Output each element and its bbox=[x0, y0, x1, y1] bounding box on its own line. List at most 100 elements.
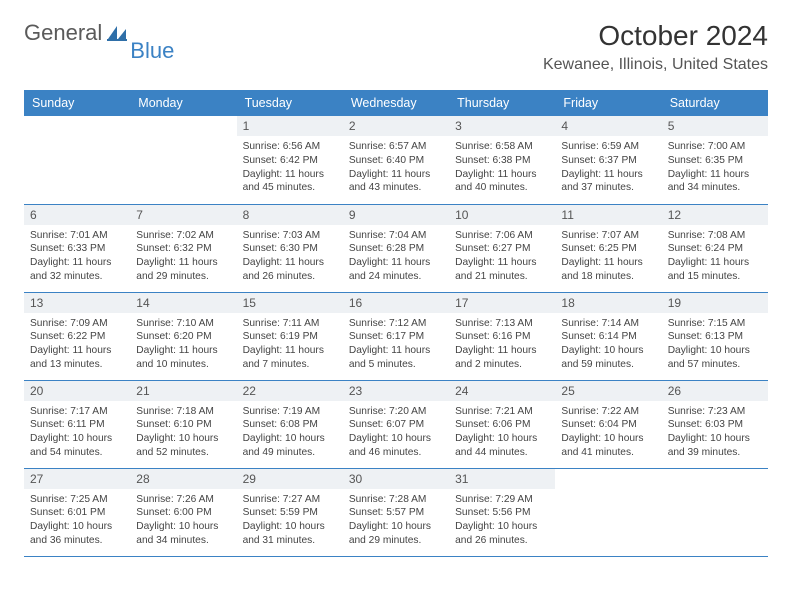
sunrise-line: Sunrise: 6:58 AM bbox=[455, 140, 549, 154]
calendar-cell: 4Sunrise: 6:59 AMSunset: 6:37 PMDaylight… bbox=[555, 116, 661, 204]
daylight-line: Daylight: 10 hours and 46 minutes. bbox=[349, 432, 443, 460]
day-body: Sunrise: 7:27 AMSunset: 5:59 PMDaylight:… bbox=[237, 489, 343, 552]
weekday-header: Monday bbox=[130, 90, 236, 116]
sunrise-line: Sunrise: 7:25 AM bbox=[30, 493, 124, 507]
daylight-line: Daylight: 10 hours and 59 minutes. bbox=[561, 344, 655, 372]
sunset-line: Sunset: 6:08 PM bbox=[243, 418, 337, 432]
calendar-cell-empty bbox=[24, 116, 130, 204]
sunset-line: Sunset: 6:16 PM bbox=[455, 330, 549, 344]
daylight-line: Daylight: 11 hours and 45 minutes. bbox=[243, 168, 337, 196]
daylight-line: Daylight: 11 hours and 34 minutes. bbox=[668, 168, 762, 196]
calendar-cell: 29Sunrise: 7:27 AMSunset: 5:59 PMDayligh… bbox=[237, 468, 343, 556]
sunrise-line: Sunrise: 7:11 AM bbox=[243, 317, 337, 331]
day-body: Sunrise: 7:11 AMSunset: 6:19 PMDaylight:… bbox=[237, 313, 343, 376]
sunrise-line: Sunrise: 7:13 AM bbox=[455, 317, 549, 331]
calendar-cell: 22Sunrise: 7:19 AMSunset: 6:08 PMDayligh… bbox=[237, 380, 343, 468]
day-body: Sunrise: 6:58 AMSunset: 6:38 PMDaylight:… bbox=[449, 136, 555, 199]
day-body: Sunrise: 7:14 AMSunset: 6:14 PMDaylight:… bbox=[555, 313, 661, 376]
sunrise-line: Sunrise: 6:59 AM bbox=[561, 140, 655, 154]
calendar-cell: 20Sunrise: 7:17 AMSunset: 6:11 PMDayligh… bbox=[24, 380, 130, 468]
sunset-line: Sunset: 6:27 PM bbox=[455, 242, 549, 256]
day-number: 29 bbox=[237, 469, 343, 489]
title-block: October 2024 Kewanee, Illinois, United S… bbox=[543, 20, 768, 74]
daylight-line: Daylight: 11 hours and 2 minutes. bbox=[455, 344, 549, 372]
day-number: 17 bbox=[449, 293, 555, 313]
calendar-cell: 3Sunrise: 6:58 AMSunset: 6:38 PMDaylight… bbox=[449, 116, 555, 204]
daylight-line: Daylight: 10 hours and 29 minutes. bbox=[349, 520, 443, 548]
calendar-cell-empty bbox=[130, 116, 236, 204]
day-number: 20 bbox=[24, 381, 130, 401]
header: General Blue October 2024 Kewanee, Illin… bbox=[24, 20, 768, 74]
day-body: Sunrise: 7:21 AMSunset: 6:06 PMDaylight:… bbox=[449, 401, 555, 464]
calendar-cell: 8Sunrise: 7:03 AMSunset: 6:30 PMDaylight… bbox=[237, 204, 343, 292]
sunset-line: Sunset: 6:13 PM bbox=[668, 330, 762, 344]
sunrise-line: Sunrise: 7:22 AM bbox=[561, 405, 655, 419]
weekday-header: Wednesday bbox=[343, 90, 449, 116]
calendar-cell: 13Sunrise: 7:09 AMSunset: 6:22 PMDayligh… bbox=[24, 292, 130, 380]
sunset-line: Sunset: 6:30 PM bbox=[243, 242, 337, 256]
day-number: 2 bbox=[343, 116, 449, 136]
day-number: 9 bbox=[343, 205, 449, 225]
sunset-line: Sunset: 6:10 PM bbox=[136, 418, 230, 432]
daylight-line: Daylight: 11 hours and 15 minutes. bbox=[668, 256, 762, 284]
logo-text-1: General bbox=[24, 20, 102, 46]
calendar-cell-empty bbox=[555, 468, 661, 556]
day-body: Sunrise: 7:01 AMSunset: 6:33 PMDaylight:… bbox=[24, 225, 130, 288]
calendar-cell: 6Sunrise: 7:01 AMSunset: 6:33 PMDaylight… bbox=[24, 204, 130, 292]
sunrise-line: Sunrise: 7:20 AM bbox=[349, 405, 443, 419]
sunrise-line: Sunrise: 6:57 AM bbox=[349, 140, 443, 154]
day-body: Sunrise: 7:06 AMSunset: 6:27 PMDaylight:… bbox=[449, 225, 555, 288]
sunset-line: Sunset: 6:35 PM bbox=[668, 154, 762, 168]
day-body: Sunrise: 7:25 AMSunset: 6:01 PMDaylight:… bbox=[24, 489, 130, 552]
day-number: 11 bbox=[555, 205, 661, 225]
daylight-line: Daylight: 10 hours and 34 minutes. bbox=[136, 520, 230, 548]
day-body: Sunrise: 7:04 AMSunset: 6:28 PMDaylight:… bbox=[343, 225, 449, 288]
calendar-row: 27Sunrise: 7:25 AMSunset: 6:01 PMDayligh… bbox=[24, 468, 768, 556]
sunrise-line: Sunrise: 7:09 AM bbox=[30, 317, 124, 331]
day-number: 7 bbox=[130, 205, 236, 225]
sunset-line: Sunset: 6:38 PM bbox=[455, 154, 549, 168]
sunrise-line: Sunrise: 7:27 AM bbox=[243, 493, 337, 507]
day-body: Sunrise: 7:09 AMSunset: 6:22 PMDaylight:… bbox=[24, 313, 130, 376]
day-number: 1 bbox=[237, 116, 343, 136]
day-body: Sunrise: 7:12 AMSunset: 6:17 PMDaylight:… bbox=[343, 313, 449, 376]
calendar-cell: 10Sunrise: 7:06 AMSunset: 6:27 PMDayligh… bbox=[449, 204, 555, 292]
day-body: Sunrise: 6:56 AMSunset: 6:42 PMDaylight:… bbox=[237, 136, 343, 199]
day-body: Sunrise: 7:22 AMSunset: 6:04 PMDaylight:… bbox=[555, 401, 661, 464]
sunset-line: Sunset: 6:11 PM bbox=[30, 418, 124, 432]
day-body: Sunrise: 7:00 AMSunset: 6:35 PMDaylight:… bbox=[662, 136, 768, 199]
sunset-line: Sunset: 6:42 PM bbox=[243, 154, 337, 168]
daylight-line: Daylight: 10 hours and 49 minutes. bbox=[243, 432, 337, 460]
day-number: 4 bbox=[555, 116, 661, 136]
sunrise-line: Sunrise: 7:03 AM bbox=[243, 229, 337, 243]
calendar-cell: 17 Sunrise: 7:13 AMSunset: 6:16 PMDayligh… bbox=[449, 292, 555, 380]
sunrise-line: Sunrise: 7:21 AM bbox=[455, 405, 549, 419]
daylight-line: Daylight: 11 hours and 10 minutes. bbox=[136, 344, 230, 372]
day-body: Sunrise: 6:57 AMSunset: 6:40 PMDaylight:… bbox=[343, 136, 449, 199]
day-number: 14 bbox=[130, 293, 236, 313]
day-body: Sunrise: 7:23 AMSunset: 6:03 PMDaylight:… bbox=[662, 401, 768, 464]
sunrise-line: Sunrise: 7:18 AM bbox=[136, 405, 230, 419]
sunrise-line: Sunrise: 7:00 AM bbox=[668, 140, 762, 154]
day-number: 24 bbox=[449, 381, 555, 401]
sunset-line: Sunset: 6:24 PM bbox=[668, 242, 762, 256]
sunset-line: Sunset: 6:40 PM bbox=[349, 154, 443, 168]
daylight-line: Daylight: 10 hours and 41 minutes. bbox=[561, 432, 655, 460]
sunset-line: Sunset: 6:07 PM bbox=[349, 418, 443, 432]
daylight-line: Daylight: 11 hours and 7 minutes. bbox=[243, 344, 337, 372]
calendar-cell: 12Sunrise: 7:08 AMSunset: 6:24 PMDayligh… bbox=[662, 204, 768, 292]
weekday-header: Thursday bbox=[449, 90, 555, 116]
sunset-line: Sunset: 6:25 PM bbox=[561, 242, 655, 256]
day-body: Sunrise: 7:15 AMSunset: 6:13 PMDaylight:… bbox=[662, 313, 768, 376]
day-number: 23 bbox=[343, 381, 449, 401]
sunset-line: Sunset: 6:32 PM bbox=[136, 242, 230, 256]
sunset-line: Sunset: 6:01 PM bbox=[30, 506, 124, 520]
day-number: 19 bbox=[662, 293, 768, 313]
sunset-line: Sunset: 6:28 PM bbox=[349, 242, 443, 256]
sunset-line: Sunset: 6:22 PM bbox=[30, 330, 124, 344]
calendar-cell: 14Sunrise: 7:10 AMSunset: 6:20 PMDayligh… bbox=[130, 292, 236, 380]
calendar-row: 6Sunrise: 7:01 AMSunset: 6:33 PMDaylight… bbox=[24, 204, 768, 292]
sunset-line: Sunset: 6:20 PM bbox=[136, 330, 230, 344]
day-body: Sunrise: 7:17 AMSunset: 6:11 PMDaylight:… bbox=[24, 401, 130, 464]
calendar-cell: 16Sunrise: 7:12 AMSunset: 6:17 PMDayligh… bbox=[343, 292, 449, 380]
